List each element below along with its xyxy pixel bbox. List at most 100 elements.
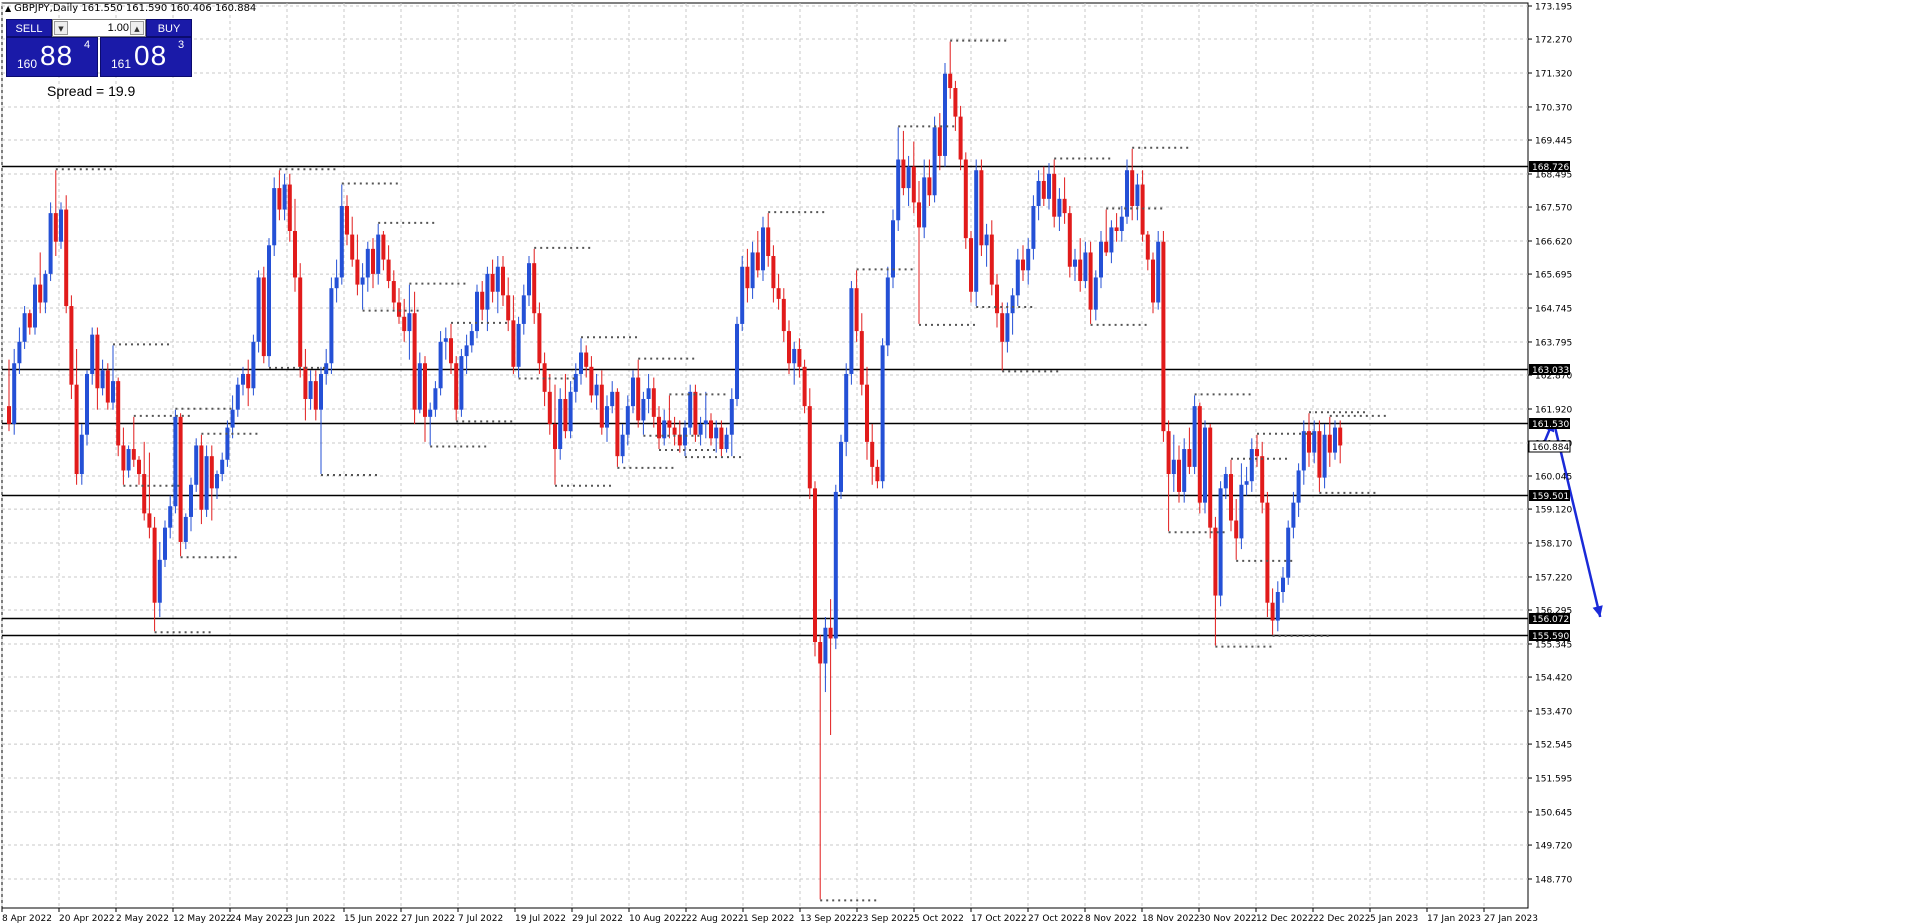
price-tick-label: 162.870 [1535,372,1572,382]
candle-body [1073,259,1077,267]
bid-price-main: 88 [40,40,74,71]
candle-body [797,348,802,367]
ohlc-values: 161.550 161.590 160.406 160.884 [81,3,257,14]
candle-body [365,248,370,278]
price-tick-label: 153.470 [1535,708,1572,718]
candle-body [641,398,646,421]
date-tick-label: 7 Jul 2022 [458,914,503,924]
candle-body [1244,481,1249,485]
price-tick-label: 155.345 [1535,640,1572,650]
sell-button[interactable]: SELL [6,19,52,37]
candle-body [709,420,713,439]
date-axis: 8 Apr 2022 20 Apr 2022 2 May 2022 12 May 20… [1,908,1538,924]
candle-body [1270,602,1275,621]
candle-body [729,398,734,435]
candle-body [932,127,937,196]
price-tick-label: 163.795 [1535,338,1572,348]
buy-button[interactable]: BUY [146,19,192,37]
bid-price-pipette: 4 [84,39,91,51]
current-price-box [1528,440,1571,453]
candle-body [230,409,235,428]
candle-body [267,245,271,357]
price-tick-label: 158.170 [1535,540,1572,550]
candle-body [1130,170,1135,206]
candle-body [1140,184,1145,235]
candle-body [1135,184,1140,206]
lot-size-input[interactable] [69,21,129,35]
candle-body [625,406,630,435]
candle-body [209,456,214,489]
candle-body [1161,241,1166,432]
candle-body [90,334,95,374]
ask-price-prefix: 161 [111,57,132,71]
candle-body [350,234,355,260]
candle-body [282,184,287,210]
date-tick-label: 13 Sep 2022 [800,914,857,924]
candle-body [43,273,48,303]
candle-body [376,234,381,274]
candle-body [870,441,875,467]
candle-body [813,488,817,643]
candle-body [657,416,661,439]
candle-body [12,363,17,425]
date-tick-label: 23 Sep 2022 [857,914,914,924]
candle-body [95,334,100,389]
candle-body [407,313,412,332]
candle-body [823,627,828,664]
candle-body [683,427,687,446]
price-tick-label: 159.120 [1535,506,1572,516]
candle-body [750,252,755,289]
candle-body [157,559,162,603]
lot-increase-icon[interactable]: ▲ [130,21,144,35]
candle-body [1021,259,1025,271]
candle-body [615,391,620,457]
candle-body [1062,198,1067,214]
price-tick-label: 149.720 [1535,842,1572,852]
candle-body [989,234,994,285]
level-label-box [1529,161,1570,172]
candle-body [594,384,599,396]
candle-body [298,277,303,367]
candle-body [345,205,349,235]
candle-body [1156,241,1161,303]
candle-body [839,441,843,492]
candle-body [1182,449,1187,492]
ask-price-box[interactable]: 161 08 3 [100,37,192,77]
level-label: 156.072 [1532,615,1569,625]
candle-body [776,288,781,299]
level-label: 168.726 [1532,163,1569,173]
candle-body [511,320,516,367]
price-tick-label: 150.645 [1535,808,1572,818]
candle-body [605,406,609,428]
ask-price-main: 08 [134,40,168,71]
level-label-box [1529,418,1570,429]
level-label: 161.530 [1532,420,1569,430]
candle-body [984,234,989,246]
price-tick-label: 152.545 [1535,741,1572,751]
candle-body [215,474,219,489]
candle-body [459,356,464,410]
candle-body [646,388,651,399]
candle-body [771,256,776,289]
candle-body [506,295,511,321]
candle-body [334,277,339,289]
candle-body [397,302,401,317]
candle-body [194,445,199,485]
lot-decrease-icon[interactable]: ▼ [54,21,68,35]
candle-body [1260,456,1265,503]
candle-body [865,384,869,442]
candle-body [189,484,193,517]
candle-body [1223,474,1228,489]
candle-body [901,159,906,189]
price-tick-label: 160.045 [1535,473,1572,483]
candle-body [1099,241,1103,278]
candle-body [922,177,927,228]
candle-body [1005,313,1010,342]
candle-body [636,377,641,421]
price-tick-label: 168.495 [1535,170,1572,180]
candle-body [854,288,859,332]
candle-body [849,288,854,374]
bid-price-box[interactable]: 160 88 4 [6,37,98,77]
collapse-triangle-icon[interactable]: ▲ [5,4,12,13]
